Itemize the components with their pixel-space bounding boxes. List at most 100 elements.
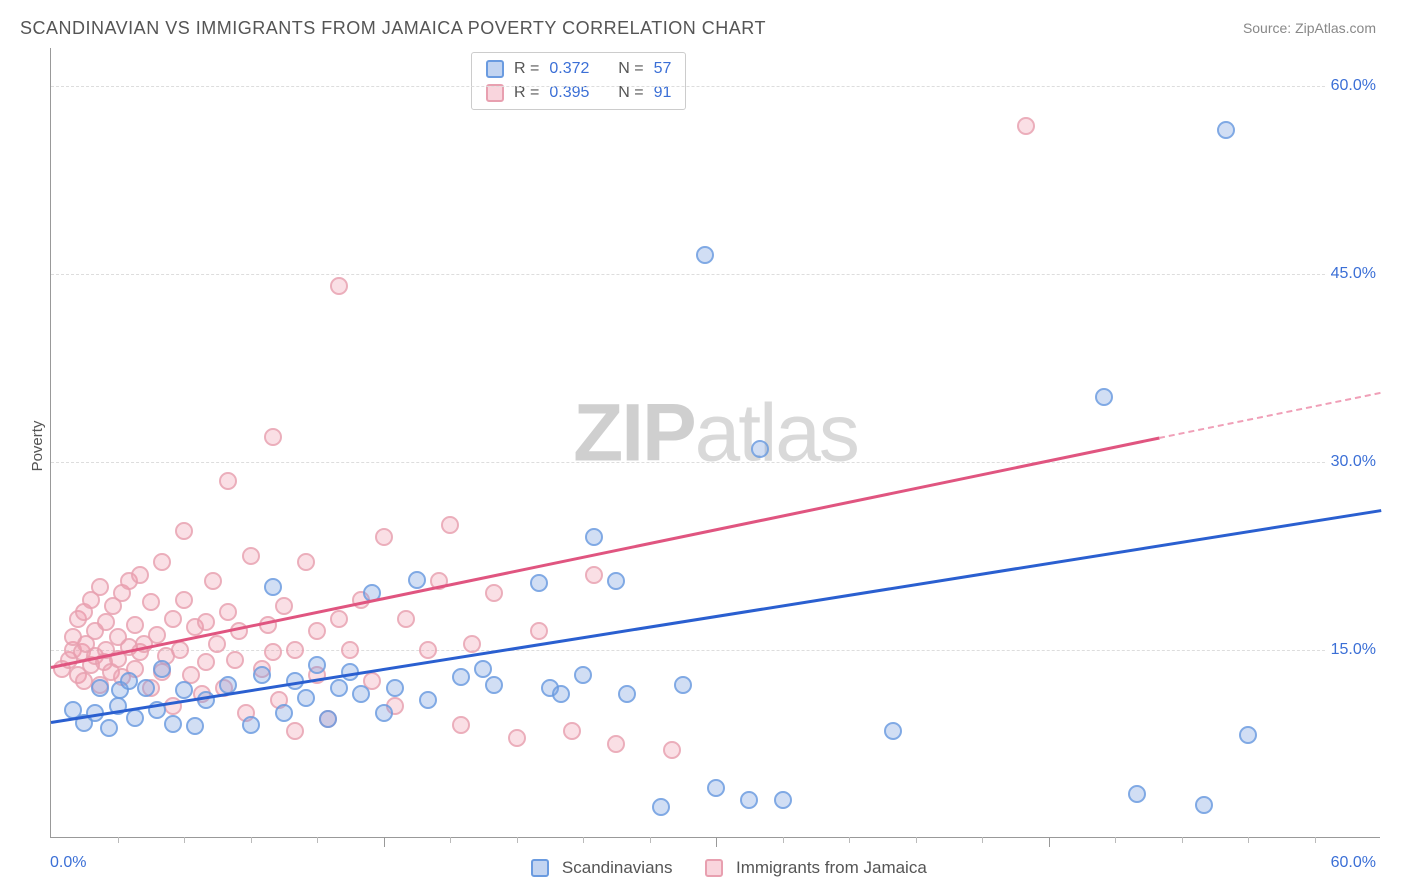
y-axis-label: Poverty: [29, 421, 46, 472]
data-point: [330, 679, 348, 697]
watermark-zip: ZIP: [573, 387, 695, 478]
data-point: [164, 610, 182, 628]
x-tick-minor: [517, 837, 518, 843]
x-tick-major: [1049, 837, 1050, 847]
n-label-pink: N =: [618, 81, 643, 105]
data-point: [707, 779, 725, 797]
data-point: [297, 553, 315, 571]
r-label-pink: R =: [514, 81, 539, 105]
data-point: [175, 681, 193, 699]
data-point: [508, 729, 526, 747]
data-point: [607, 735, 625, 753]
data-point: [204, 572, 222, 590]
data-point: [264, 578, 282, 596]
data-point: [264, 428, 282, 446]
x-tick-minor: [450, 837, 451, 843]
gridline: [51, 274, 1380, 275]
data-point: [751, 440, 769, 458]
source-link[interactable]: ZipAtlas.com: [1295, 20, 1376, 36]
x-tick-minor: [251, 837, 252, 843]
swatch-pink-icon: [486, 84, 504, 102]
legend-label-pink: Immigrants from Jamaica: [736, 858, 927, 877]
data-point: [126, 616, 144, 634]
x-tick-minor: [118, 837, 119, 843]
chart-title: SCANDINAVIAN VS IMMIGRANTS FROM JAMAICA …: [20, 18, 766, 39]
x-tick-minor: [583, 837, 584, 843]
data-point: [1017, 117, 1035, 135]
data-point: [1195, 796, 1213, 814]
data-point: [330, 610, 348, 628]
data-point: [319, 710, 337, 728]
x-tick-minor: [1115, 837, 1116, 843]
data-point: [131, 566, 149, 584]
data-point: [242, 547, 260, 565]
x-tick-minor: [916, 837, 917, 843]
data-point: [530, 622, 548, 640]
data-point: [175, 591, 193, 609]
data-point: [563, 722, 581, 740]
data-point: [91, 578, 109, 596]
legend-swatch-pink-icon: [705, 859, 723, 877]
data-point: [264, 643, 282, 661]
r-value-blue: 0.372: [549, 57, 589, 81]
y-tick-label: 45.0%: [1327, 265, 1380, 283]
data-point: [663, 741, 681, 759]
data-point: [242, 716, 260, 734]
data-point: [419, 641, 437, 659]
n-label-blue: N =: [618, 57, 643, 81]
plot-area: ZIPatlas R = 0.372 N = 57 R = 0.395 N = …: [50, 48, 1380, 838]
x-tick-minor: [317, 837, 318, 843]
data-point: [137, 679, 155, 697]
data-point: [386, 679, 404, 697]
data-point: [330, 277, 348, 295]
data-point: [186, 717, 204, 735]
data-point: [253, 666, 271, 684]
watermark: ZIPatlas: [573, 386, 858, 480]
watermark-atlas: atlas: [695, 387, 858, 478]
data-point: [585, 566, 603, 584]
data-point: [585, 528, 603, 546]
data-point: [275, 704, 293, 722]
data-point: [740, 791, 758, 809]
x-tick-minor: [849, 837, 850, 843]
data-point: [91, 679, 109, 697]
data-point: [696, 246, 714, 264]
data-point: [352, 685, 370, 703]
legend-label-blue: Scandinavians: [562, 858, 673, 877]
data-point: [884, 722, 902, 740]
data-point: [552, 685, 570, 703]
series-legend: Scandinavians Immigrants from Jamaica: [50, 858, 1380, 878]
regression-line: [1159, 392, 1381, 439]
legend-swatch-blue-icon: [531, 859, 549, 877]
data-point: [1217, 121, 1235, 139]
data-point: [1095, 388, 1113, 406]
data-point: [175, 522, 193, 540]
data-point: [441, 516, 459, 534]
data-point: [607, 572, 625, 590]
y-tick-label: 60.0%: [1327, 77, 1380, 95]
regression-line: [51, 509, 1381, 724]
source-attribution: Source: ZipAtlas.com: [1243, 20, 1376, 36]
source-prefix: Source:: [1243, 20, 1295, 36]
x-tick-major: [384, 837, 385, 847]
r-value-pink: 0.395: [549, 81, 589, 105]
data-point: [308, 622, 326, 640]
data-point: [530, 574, 548, 592]
data-point: [375, 528, 393, 546]
data-point: [774, 791, 792, 809]
x-tick-minor: [982, 837, 983, 843]
n-value-blue: 57: [654, 57, 672, 81]
data-point: [219, 603, 237, 621]
x-tick-major: [716, 837, 717, 847]
legend-row-blue: R = 0.372 N = 57: [486, 57, 671, 81]
gridline: [51, 650, 1380, 651]
x-tick-minor: [1182, 837, 1183, 843]
data-point: [197, 653, 215, 671]
data-point: [674, 676, 692, 694]
x-tick-minor: [783, 837, 784, 843]
data-point: [100, 719, 118, 737]
data-point: [474, 660, 492, 678]
data-point: [452, 668, 470, 686]
data-point: [574, 666, 592, 684]
data-point: [308, 656, 326, 674]
